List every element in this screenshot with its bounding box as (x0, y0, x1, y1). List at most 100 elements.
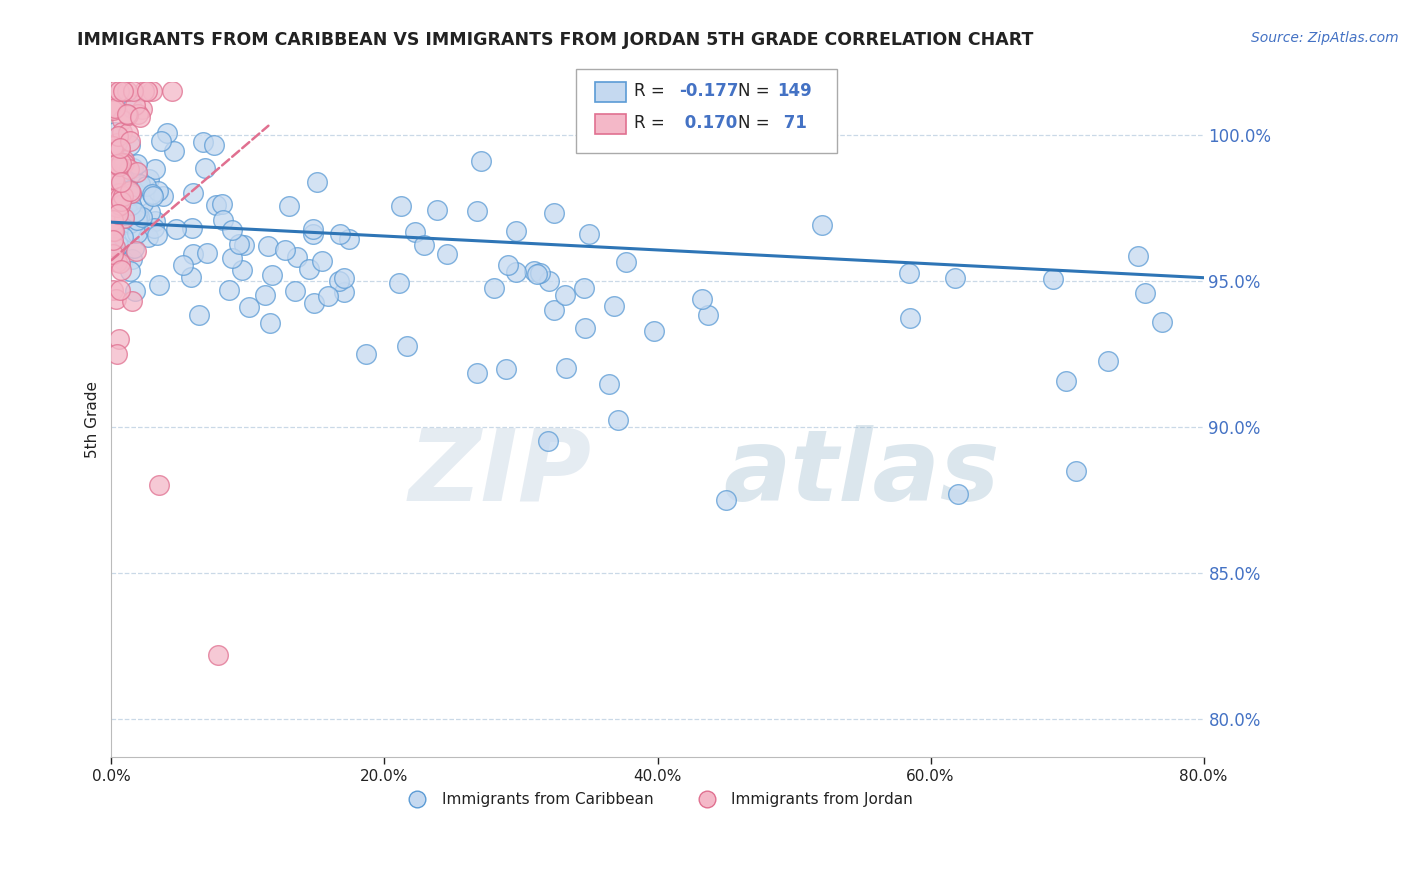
Point (103, 239, 125, 253)
Text: R =: R = (634, 82, 671, 100)
Point (111, 113, 134, 128)
Point (388, 276, 411, 290)
Point (111, 229, 134, 244)
Point (112, 171, 135, 186)
Point (110, 135, 132, 149)
Point (302, 296, 325, 310)
Point (505, 224, 527, 238)
Point (946, 487, 969, 501)
Point (253, 288, 276, 302)
Point (138, 172, 160, 186)
Point (108, 186, 131, 201)
Point (129, 177, 152, 191)
Point (127, 157, 149, 171)
Point (120, 183, 142, 197)
Point (1064, 464, 1087, 478)
Point (1126, 249, 1149, 263)
Point (260, 268, 283, 282)
Point (574, 321, 596, 335)
Point (523, 264, 546, 278)
Point (101, 103, 124, 117)
Point (145, 227, 167, 242)
Point (221, 222, 243, 236)
Point (148, 278, 170, 293)
Point (505, 265, 527, 279)
Point (554, 287, 576, 301)
Point (104, 210, 127, 224)
Point (537, 434, 560, 449)
Point (103, 196, 125, 211)
Point (132, 195, 155, 210)
Point (101, 213, 124, 227)
Point (328, 274, 350, 288)
Point (898, 311, 921, 326)
Point (104, 125, 127, 139)
Point (105, 254, 128, 268)
Point (298, 262, 321, 277)
Point (103, 172, 125, 186)
Point (141, 84, 163, 98)
Point (543, 205, 565, 219)
Point (413, 238, 436, 252)
Point (187, 309, 209, 323)
Point (104, 176, 127, 190)
Point (118, 216, 141, 230)
Point (404, 225, 426, 239)
Point (101, 218, 124, 232)
Point (1150, 315, 1173, 329)
Point (117, 218, 139, 232)
Point (181, 186, 204, 200)
Point (121, 84, 143, 98)
Point (128, 110, 150, 124)
Point (1097, 353, 1119, 368)
Point (307, 175, 329, 189)
Point (124, 244, 146, 258)
Point (156, 126, 179, 140)
Point (897, 266, 920, 280)
Point (103, 99, 125, 113)
Point (124, 284, 146, 298)
Point (124, 204, 146, 219)
Point (191, 135, 214, 149)
Point (112, 208, 135, 222)
Point (117, 126, 139, 140)
Point (111, 125, 134, 139)
Point (101, 213, 124, 227)
Point (256, 239, 278, 253)
Point (160, 84, 183, 98)
Point (543, 302, 565, 317)
Point (1042, 272, 1064, 286)
Point (311, 253, 333, 268)
Point (111, 189, 134, 203)
Point (103, 84, 125, 98)
Point (115, 203, 138, 218)
Point (122, 161, 145, 176)
Point (128, 210, 150, 224)
Point (131, 102, 153, 116)
Point (146, 184, 169, 198)
Point (598, 376, 620, 391)
Text: N =: N = (738, 114, 775, 132)
Point (101, 138, 124, 153)
Point (111, 252, 134, 267)
Point (172, 258, 194, 272)
Point (101, 206, 124, 220)
Point (180, 269, 202, 284)
Point (105, 292, 128, 306)
Text: ZIP: ZIP (409, 425, 592, 522)
Point (284, 284, 307, 298)
Point (105, 346, 128, 360)
Point (134, 84, 156, 98)
Point (103, 224, 125, 238)
Point (124, 204, 146, 219)
Point (436, 247, 458, 261)
Point (943, 271, 966, 285)
Point (259, 316, 281, 330)
Point (104, 101, 127, 115)
Legend: Immigrants from Caribbean, Immigrants from Jordan: Immigrants from Caribbean, Immigrants fr… (396, 786, 920, 814)
Text: Source: ZipAtlas.com: Source: ZipAtlas.com (1251, 31, 1399, 45)
Point (354, 347, 377, 361)
Point (118, 138, 141, 153)
Point (112, 153, 135, 167)
Point (127, 164, 149, 178)
